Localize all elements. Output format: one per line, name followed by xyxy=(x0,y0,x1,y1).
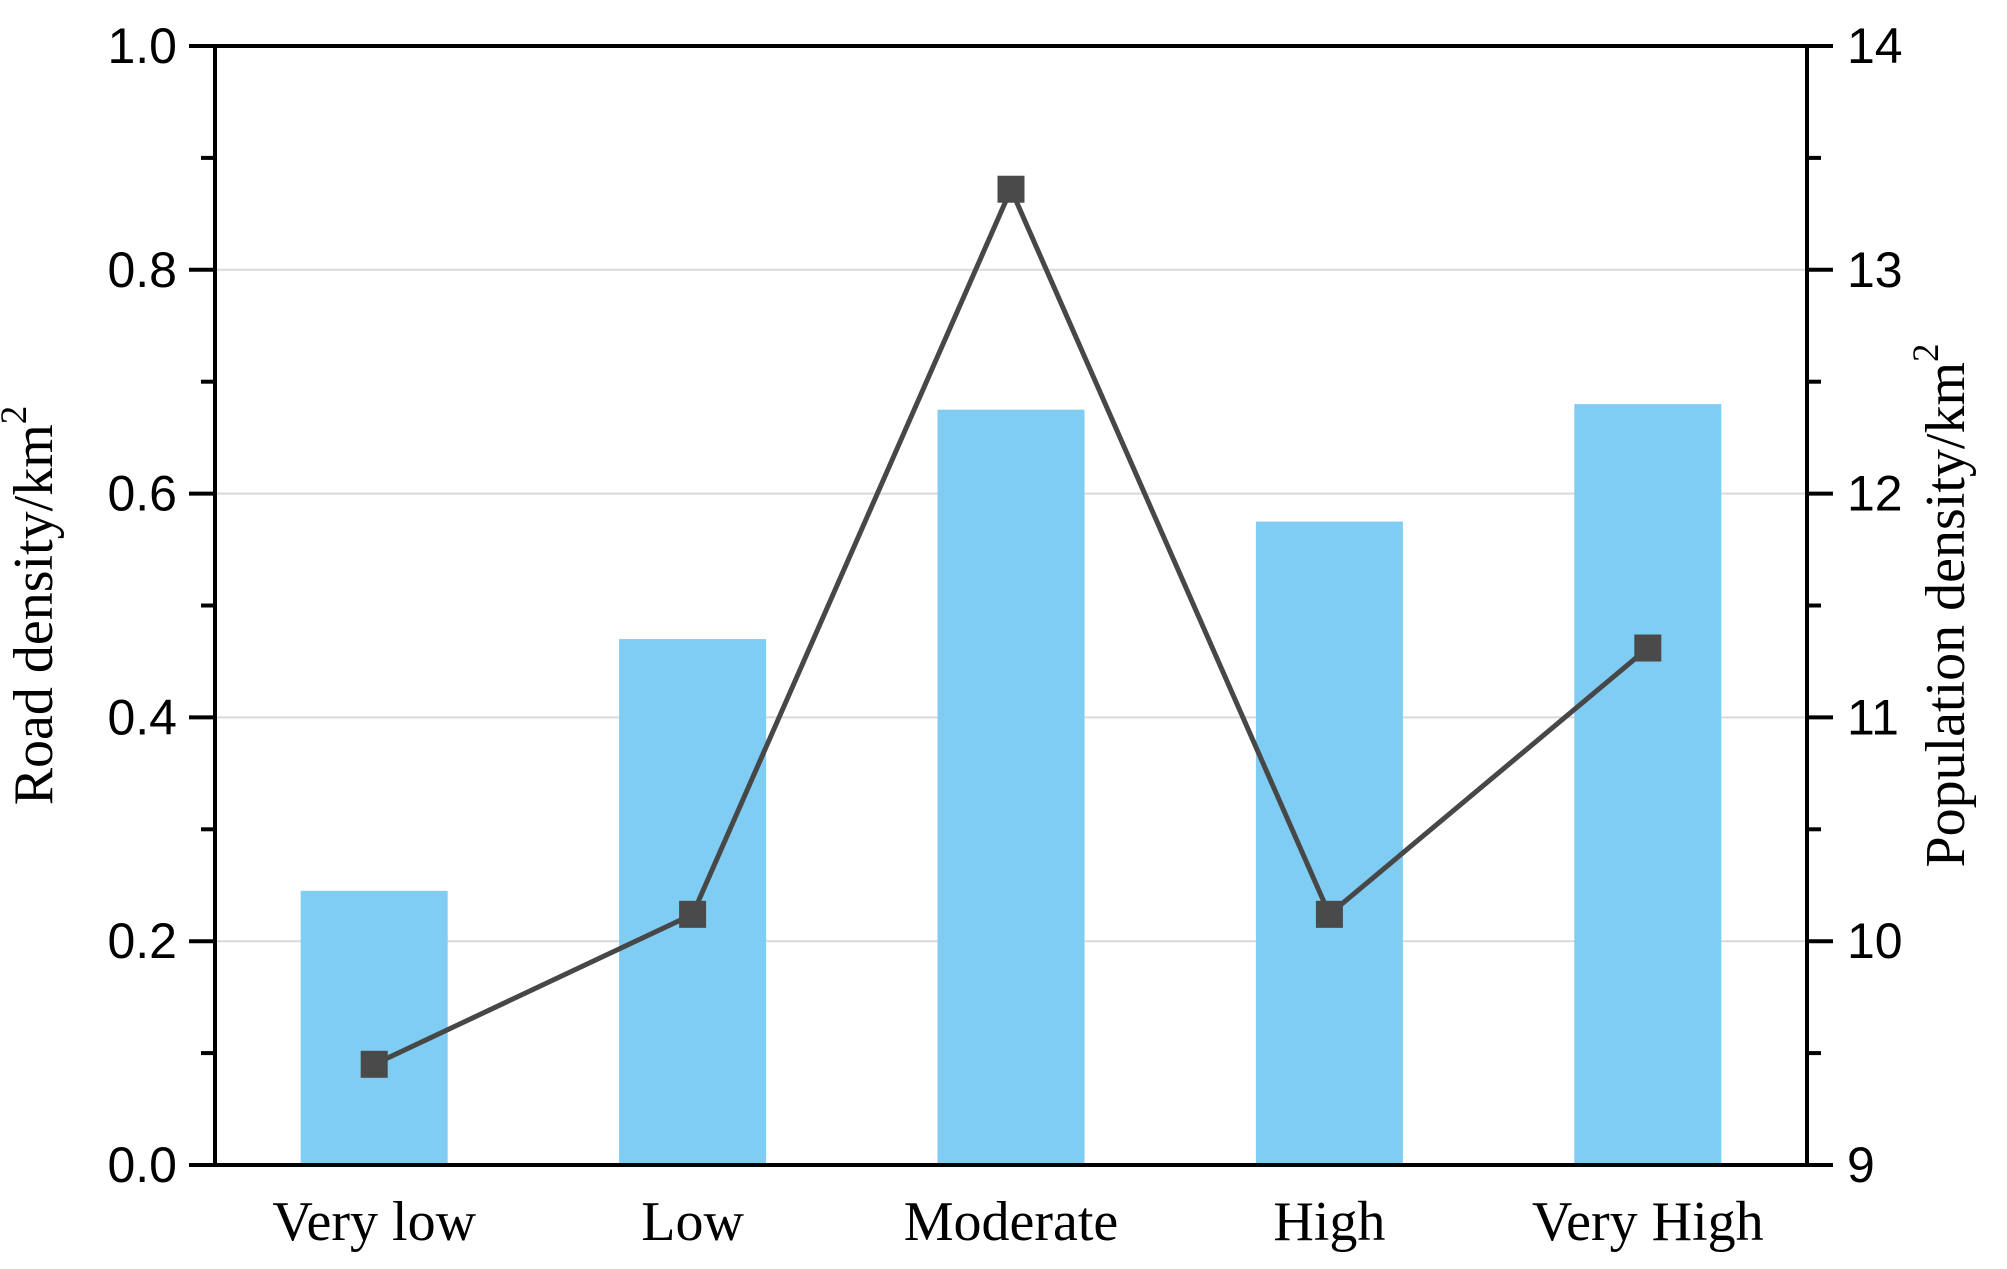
x-axis-label-very-high: Very High xyxy=(1532,1191,1764,1253)
left-axis-title: Road density/km2 xyxy=(0,406,65,806)
x-axis-label-moderate: Moderate xyxy=(904,1191,1119,1253)
right-axis-title: Population density/km2 xyxy=(1906,343,1977,867)
right-axis-tick-label: 11 xyxy=(1847,689,1899,745)
population-marker-high xyxy=(1315,900,1343,928)
left-axis-tick-label: 0.0 xyxy=(107,1137,177,1193)
population-marker-moderate xyxy=(997,175,1025,203)
right-axis-tick-label: 13 xyxy=(1847,242,1903,298)
right-axis-tick-label: 10 xyxy=(1847,913,1903,969)
x-axis-label-low: Low xyxy=(641,1191,744,1253)
bar-very-low xyxy=(300,890,448,1165)
right-axis-tick-label: 12 xyxy=(1847,466,1903,522)
left-axis-tick-label: 0.4 xyxy=(107,689,177,745)
left-axis-tick-label: 0.6 xyxy=(107,466,177,522)
left-axis-tick-label: 1.0 xyxy=(107,18,177,74)
x-axis-label-high: High xyxy=(1273,1191,1385,1253)
population-marker-very-low xyxy=(360,1050,388,1078)
population-marker-very-high xyxy=(1634,634,1662,662)
bar-high xyxy=(1255,521,1403,1165)
bar-very-high xyxy=(1574,404,1722,1166)
population-marker-low xyxy=(679,900,707,928)
right-axis-tick-label: 14 xyxy=(1847,18,1903,74)
x-axis-label-very-low: Very low xyxy=(272,1191,476,1253)
bar-moderate xyxy=(937,409,1085,1165)
left-axis-tick-label: 0.8 xyxy=(107,242,177,298)
right-axis-tick-label: 9 xyxy=(1847,1137,1875,1193)
left-axis-tick-label: 0.2 xyxy=(107,913,177,969)
